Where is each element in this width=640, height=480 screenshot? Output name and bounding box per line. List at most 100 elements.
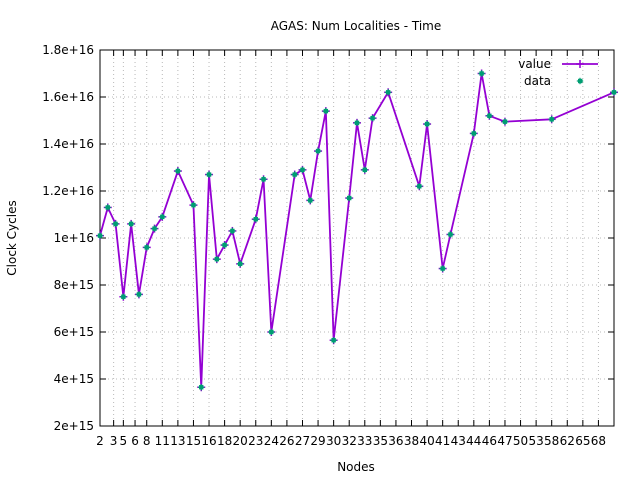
x-tick-label: 44 (466, 434, 481, 448)
data-point (384, 89, 392, 96)
x-tick-label: 36 (388, 434, 403, 448)
x-tick-label: 11 (155, 434, 170, 448)
data-point (314, 147, 322, 155)
data-point (322, 107, 330, 115)
data-point (112, 220, 119, 228)
y-axis: 2e+15 4e+15 6e+15 8e+15 1e+16 1.2e+16 1.4e+16 1… (42, 43, 614, 433)
x-tick-label: 23 (248, 434, 263, 448)
data-point (127, 220, 135, 228)
legend-label: data (524, 74, 551, 88)
data-point (478, 70, 485, 77)
y-tick-label: 6e+15 (54, 325, 94, 339)
x-tick-label: 46 (482, 434, 497, 448)
legend-item-value: value (518, 57, 598, 71)
data-point (236, 260, 244, 268)
y-tick-label: 1.2e+16 (42, 184, 94, 198)
x-tick-label: 62 (560, 434, 575, 448)
chart-title: AGAS: Num Localities - Time (271, 19, 442, 33)
y-tick-label: 8e+15 (54, 278, 94, 292)
x-tick-label: 65 (575, 434, 590, 448)
y-tick-label: 4e+15 (54, 372, 94, 386)
data-point (135, 291, 143, 298)
x-tick-label: 24 (264, 434, 279, 448)
x-tick-label: 2 (96, 434, 104, 448)
x-tick-label: 5 (120, 434, 128, 448)
y-tick-label: 1.8e+16 (42, 43, 94, 57)
data-point (307, 197, 314, 204)
grid (100, 50, 614, 426)
series-layer (96, 69, 618, 392)
data-point (501, 118, 509, 125)
data-point (221, 241, 228, 249)
legend-label: value (518, 57, 551, 71)
data-point (416, 183, 423, 190)
x-tick-label: 8 (143, 434, 151, 448)
legend-marker (576, 60, 584, 68)
y-tick-label: 1.6e+16 (42, 90, 94, 104)
x-tick-label: 27 (295, 434, 310, 448)
x-tick-label: 50 (513, 434, 528, 448)
x-tick-label: 13 (170, 434, 185, 448)
y-tick-label: 1e+16 (54, 231, 94, 245)
x-axis-label: Nodes (337, 460, 375, 474)
data-point (299, 166, 306, 174)
x-tick-label: 32 (342, 434, 357, 448)
x-tick-label: 3 (110, 434, 118, 448)
x-tick-label: 18 (217, 434, 232, 448)
x-tick-label: 35 (373, 434, 388, 448)
data-point (610, 89, 618, 96)
data-point (190, 201, 197, 209)
y-tick-label: 1.4e+16 (42, 137, 94, 151)
data-point (229, 227, 236, 235)
data-point (198, 384, 205, 391)
data-point (291, 171, 298, 178)
x-tick-label: 15 (186, 434, 201, 448)
data-point (151, 225, 158, 232)
x-tick-label: 68 (591, 434, 606, 448)
data-point (369, 114, 376, 122)
data-point (548, 116, 555, 123)
x-tick-label: 47 (497, 434, 512, 448)
legend-item-data: data (524, 74, 584, 88)
x-tick-label: 41 (435, 434, 450, 448)
x-tick-label: 38 (404, 434, 419, 448)
data-point (104, 204, 111, 211)
data-point (205, 171, 213, 178)
x-axis: 2 3 5 6 8 11 13 15 16 18 20 23 24 26 27 29 30 32 33 35 36 38 4… (96, 50, 606, 448)
x-tick-label: 40 (419, 434, 434, 448)
data-point (361, 166, 368, 174)
data-point (330, 337, 337, 344)
x-tick-label: 58 (544, 434, 559, 448)
x-tick-label: 43 (451, 434, 466, 448)
data-point (174, 167, 182, 175)
x-tick-label: 53 (528, 434, 543, 448)
legend: value data (518, 57, 598, 88)
data-point (447, 231, 454, 238)
x-tick-label: 33 (357, 434, 372, 448)
x-tick-label: 29 (310, 434, 325, 448)
data-point (346, 194, 353, 202)
data-point (213, 255, 221, 263)
x-tick-label: 30 (326, 434, 341, 448)
x-tick-label: 20 (233, 434, 248, 448)
data-point (470, 130, 478, 137)
data-point (96, 232, 104, 239)
legend-marker (576, 77, 584, 85)
data-point (252, 216, 259, 223)
data-point (423, 120, 431, 128)
data-point (159, 213, 166, 221)
data-point (268, 328, 275, 336)
x-tick-label: 26 (279, 434, 294, 448)
data-point (143, 244, 150, 251)
y-axis-label: Clock Cycles (5, 200, 19, 275)
data-point (486, 112, 493, 119)
data-point (439, 265, 446, 272)
x-tick-label: 16 (201, 434, 216, 448)
data-point (353, 119, 361, 127)
y-tick-label: 2e+15 (54, 419, 94, 433)
data-point (260, 176, 267, 183)
x-tick-label: 6 (131, 434, 139, 448)
data-point (120, 293, 127, 300)
